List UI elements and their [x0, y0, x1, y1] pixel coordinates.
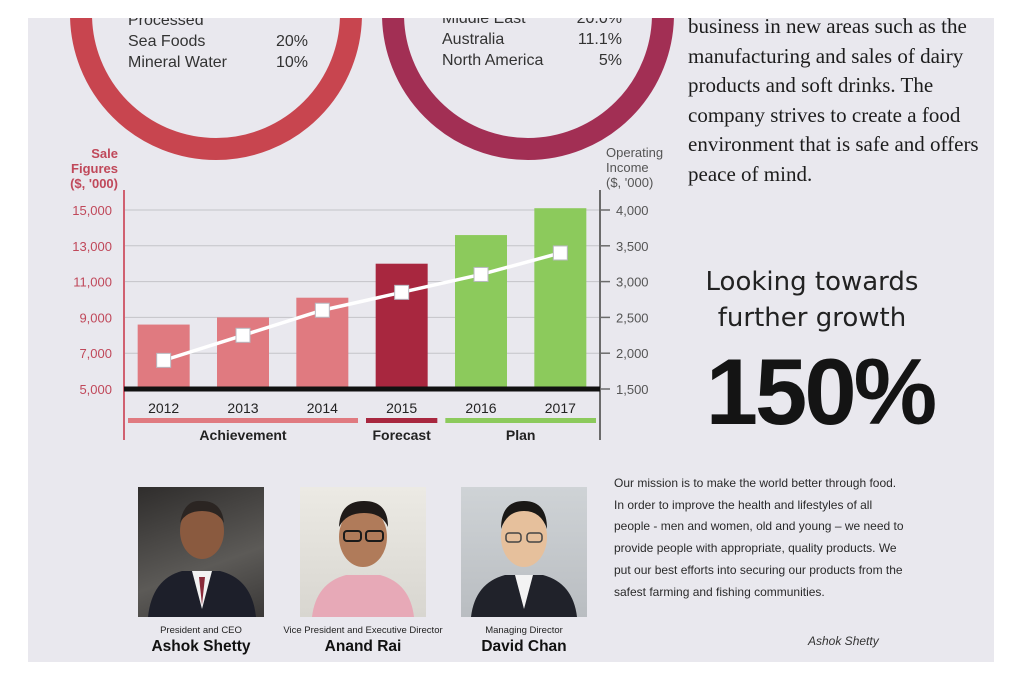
left-tick-label: 7,000	[79, 346, 112, 361]
person-title: President and CEO	[160, 625, 242, 636]
region-ratio-legend: Middle East 20.0% Australia 11.1% North Am…	[442, 18, 622, 71]
phase-band	[366, 418, 438, 423]
brochure-page: Processed Sea Foods 20% Mineral Water 10% …	[28, 18, 994, 662]
sales-chart: 15,000 13,000 11,000 9,000 7,000 5,000 4,000 3,…	[70, 145, 663, 443]
legend-row: Mineral Water 10%	[128, 54, 308, 71]
person-title: Managing Director	[485, 625, 563, 636]
x-tick-label: 2012	[148, 400, 179, 416]
left-axis-label: ($, '000)	[70, 176, 118, 191]
right-tick-label: 4,000	[616, 203, 649, 218]
signature: Ashok Shetty	[808, 634, 879, 648]
left-tick-label: 15,000	[72, 203, 112, 218]
right-tick-label: 3,000	[616, 275, 649, 290]
mission-statement: Our mission is to make the world better …	[614, 476, 904, 599]
sales-bar	[455, 235, 507, 389]
operating-income-point	[473, 266, 489, 282]
sales-bar	[375, 263, 428, 389]
photo-ashok-shetty	[138, 487, 264, 617]
right-axis-label: Operating	[606, 145, 663, 160]
person-portrait-icon	[148, 500, 256, 617]
left-tick-label: 9,000	[79, 310, 112, 325]
person-name: Ashok Shetty	[151, 638, 251, 655]
right-tick-label: 3,500	[616, 239, 649, 254]
x-tick-label: 2016	[465, 400, 496, 416]
operating-income-line	[163, 251, 561, 363]
legend-row: Sea Foods 20%	[128, 33, 308, 50]
x-tick-label: 2014	[307, 400, 338, 416]
right-tick-label: 1,500	[616, 382, 649, 397]
right-tick-label: 2,000	[616, 346, 649, 361]
x-tick-label: 2017	[545, 400, 576, 416]
legend-row: Australia 11.1%	[442, 31, 622, 48]
left-tick-label: 13,000	[72, 239, 112, 254]
legend-row: Processed	[128, 18, 204, 29]
x-tick-label: 2013	[227, 400, 258, 416]
person-name: Anand Rai	[324, 638, 402, 655]
right-tick-label: 2,500	[616, 310, 649, 325]
legend-row: Middle East 20.0%	[442, 18, 622, 27]
growth-heading: Looking towards further growth	[705, 267, 919, 333]
phase-label: Plan	[506, 427, 536, 443]
operating-income-point	[394, 284, 410, 300]
right-axis-label: ($, '000)	[606, 175, 653, 190]
product-ratio-legend: Processed Sea Foods 20% Mineral Water 10%	[128, 18, 308, 73]
right-axis-label: Income	[606, 160, 649, 175]
x-tick-label: 2015	[386, 400, 417, 416]
person-portrait-icon	[471, 501, 577, 617]
operating-income-point	[314, 302, 330, 318]
legend-row: North America 5%	[442, 52, 622, 69]
phase-band	[128, 418, 358, 423]
left-tick-label: 5,000	[79, 382, 112, 397]
person-portrait-icon	[312, 501, 414, 617]
operating-income-point	[235, 327, 251, 343]
left-axis-label: Figures	[71, 161, 118, 176]
operating-income-point	[552, 245, 568, 261]
photo-anand-rai	[300, 487, 426, 617]
photo-david-chan	[461, 487, 587, 617]
phase-band	[445, 418, 596, 423]
left-tick-label: 11,000	[73, 275, 112, 290]
person-name: David Chan	[481, 638, 567, 655]
growth-value: 150%	[705, 339, 937, 444]
sales-bar	[534, 208, 587, 389]
phase-label: Achievement	[199, 427, 286, 443]
body-paragraph: business in new areas such as the manufa…	[688, 18, 979, 186]
left-axis-label: Sale	[91, 146, 118, 161]
person-title: Vice President and Executive Director	[283, 625, 443, 636]
operating-income-point	[156, 352, 172, 368]
phase-label: Forecast	[372, 427, 431, 443]
